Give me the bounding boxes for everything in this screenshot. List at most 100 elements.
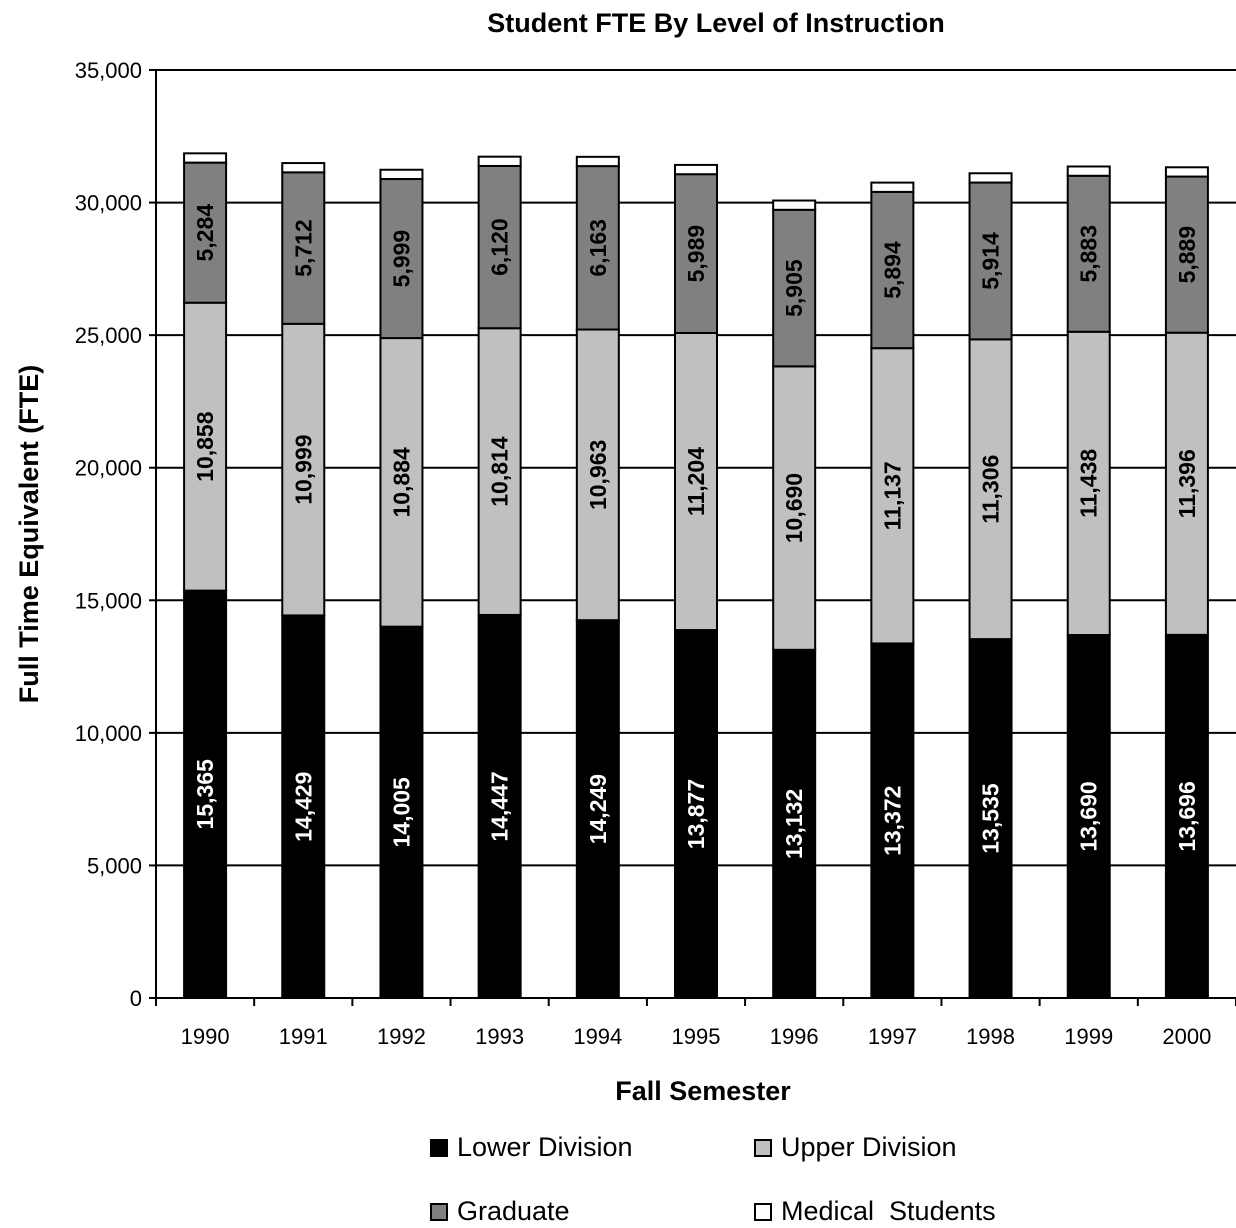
legend-swatch-medical-students (754, 1202, 772, 1221)
bar-segment (183, 301, 228, 592)
bar-segment (870, 190, 915, 350)
bar-segment (1066, 174, 1111, 333)
bar-segment (968, 172, 1013, 184)
bar-segment (575, 619, 620, 999)
bar-segment (772, 199, 817, 211)
bar-data-label: 5,284 (192, 204, 218, 262)
bar-data-label: 14,429 (290, 772, 316, 842)
bar-data-label: 5,883 (1076, 225, 1102, 283)
legend-label-graduate: Graduate (457, 1196, 570, 1226)
bar-data-label: 14,249 (585, 774, 611, 844)
bar-data-label: 13,535 (978, 783, 1004, 854)
bar-data-label: 11,396 (1174, 449, 1200, 518)
legend-swatch-lower-division (430, 1138, 448, 1157)
x-axis-title: Fall Semester (615, 1076, 791, 1106)
bar-data-label: 10,884 (388, 447, 414, 518)
legend-label-upper-division: Upper Division (781, 1132, 957, 1162)
bar-segment (379, 168, 424, 181)
legend-item-lower-division: Lower Division (430, 1132, 633, 1163)
bar-segment (1066, 634, 1111, 999)
x-tick-label: 1996 (770, 1024, 819, 1049)
legend-swatch-graduate (430, 1202, 448, 1221)
legend-swatch-upper-division (754, 1138, 772, 1157)
bar-segment (1066, 165, 1111, 177)
bar-segment (674, 629, 718, 1000)
y-tick-label: 0 (130, 986, 142, 1011)
bar-data-label: 10,690 (781, 473, 807, 543)
bar-segment (281, 322, 326, 617)
x-tick-label: 1991 (279, 1024, 328, 1049)
bar-data-label: 15,365 (192, 759, 218, 830)
legend-item-graduate: Graduate (430, 1196, 570, 1227)
bar-data-label: 13,132 (781, 789, 807, 859)
bar-segment (379, 178, 424, 340)
y-axis-title: Full Time Equivalent (FTE) (14, 365, 44, 704)
bar-segment (183, 161, 228, 304)
y-tick-label: 10,000 (75, 721, 142, 746)
bar-data-label: 5,894 (879, 241, 905, 299)
y-tick-label: 30,000 (75, 191, 142, 216)
bar-data-label: 5,905 (781, 259, 807, 317)
bar-segment (477, 327, 522, 616)
y-tick-label: 5,000 (87, 853, 142, 878)
bar-segment (575, 165, 620, 331)
bar-data-label: 11,204 (683, 447, 709, 516)
bar-segment (772, 208, 817, 368)
bar-segment (379, 625, 424, 999)
x-tick-label: 1992 (377, 1024, 426, 1049)
bar-segment (477, 164, 522, 330)
x-tick-label: 1994 (573, 1024, 622, 1049)
bar-segment (575, 155, 620, 168)
x-tick-label: 1993 (475, 1024, 524, 1049)
bar-data-label: 11,137 (879, 461, 905, 530)
legend-label-lower-division: Lower Division (457, 1132, 633, 1162)
bar-segment (477, 613, 522, 999)
bar-segment (477, 155, 522, 167)
bar-segment (183, 152, 228, 164)
bar-data-label: 5,989 (683, 225, 709, 283)
bar-data-label: 10,963 (585, 440, 611, 510)
legend-item-medical-students: Medical Students (754, 1196, 996, 1227)
legend-item-upper-division: Upper Division (754, 1132, 957, 1163)
y-tick-label: 15,000 (75, 588, 142, 613)
bar-data-label: 11,438 (1076, 449, 1102, 518)
chart-title: Student FTE By Level of Instruction (487, 8, 945, 38)
bar-data-label: 5,889 (1174, 226, 1200, 284)
bar-data-label: 5,712 (290, 219, 316, 277)
bar-data-label: 13,690 (1076, 781, 1102, 851)
x-tick-label: 2000 (1162, 1024, 1211, 1049)
bar-segment (772, 365, 817, 651)
y-tick-label: 25,000 (75, 323, 142, 348)
bar-data-label: 11,306 (978, 455, 1004, 524)
bar-data-label: 10,999 (290, 434, 316, 504)
bar-segment (575, 328, 620, 622)
bar-data-label: 14,447 (487, 771, 513, 841)
bar-segment (1164, 166, 1209, 178)
x-tick-label: 1990 (181, 1024, 230, 1049)
x-tick-label: 1997 (868, 1024, 917, 1049)
bar-data-label: 14,005 (388, 777, 414, 848)
bar-segment (281, 162, 326, 174)
bar-data-label: 10,814 (487, 436, 513, 507)
bar-segment (281, 171, 326, 325)
y-tick-label: 20,000 (75, 456, 142, 481)
bar-segment (1066, 330, 1111, 637)
bar-segment (870, 347, 915, 645)
axes: 0 5,000 10,000 15,000 20,000 25,000 30,000 35,0… (75, 58, 1236, 1049)
x-tick-label: 1999 (1064, 1024, 1113, 1049)
bars: 15,365 10,858 5,284 14,429 10,999 5,712 14,005… (183, 152, 1209, 1000)
bar-data-label: 13,372 (879, 786, 905, 856)
bar-data-label: 5,914 (978, 232, 1004, 290)
bar-data-label: 6,163 (585, 219, 611, 277)
bar-segment (379, 337, 424, 628)
bar-segment (674, 163, 718, 176)
bar-data-label: 5,999 (388, 230, 414, 288)
bar-data-label: 13,877 (683, 779, 709, 849)
x-tick-label: 1995 (672, 1024, 721, 1049)
legend-label-medical-students: Medical Students (781, 1196, 996, 1226)
x-tick-label: 1998 (966, 1024, 1015, 1049)
bar-segment (674, 173, 718, 334)
y-tick-label: 35,000 (75, 58, 142, 83)
